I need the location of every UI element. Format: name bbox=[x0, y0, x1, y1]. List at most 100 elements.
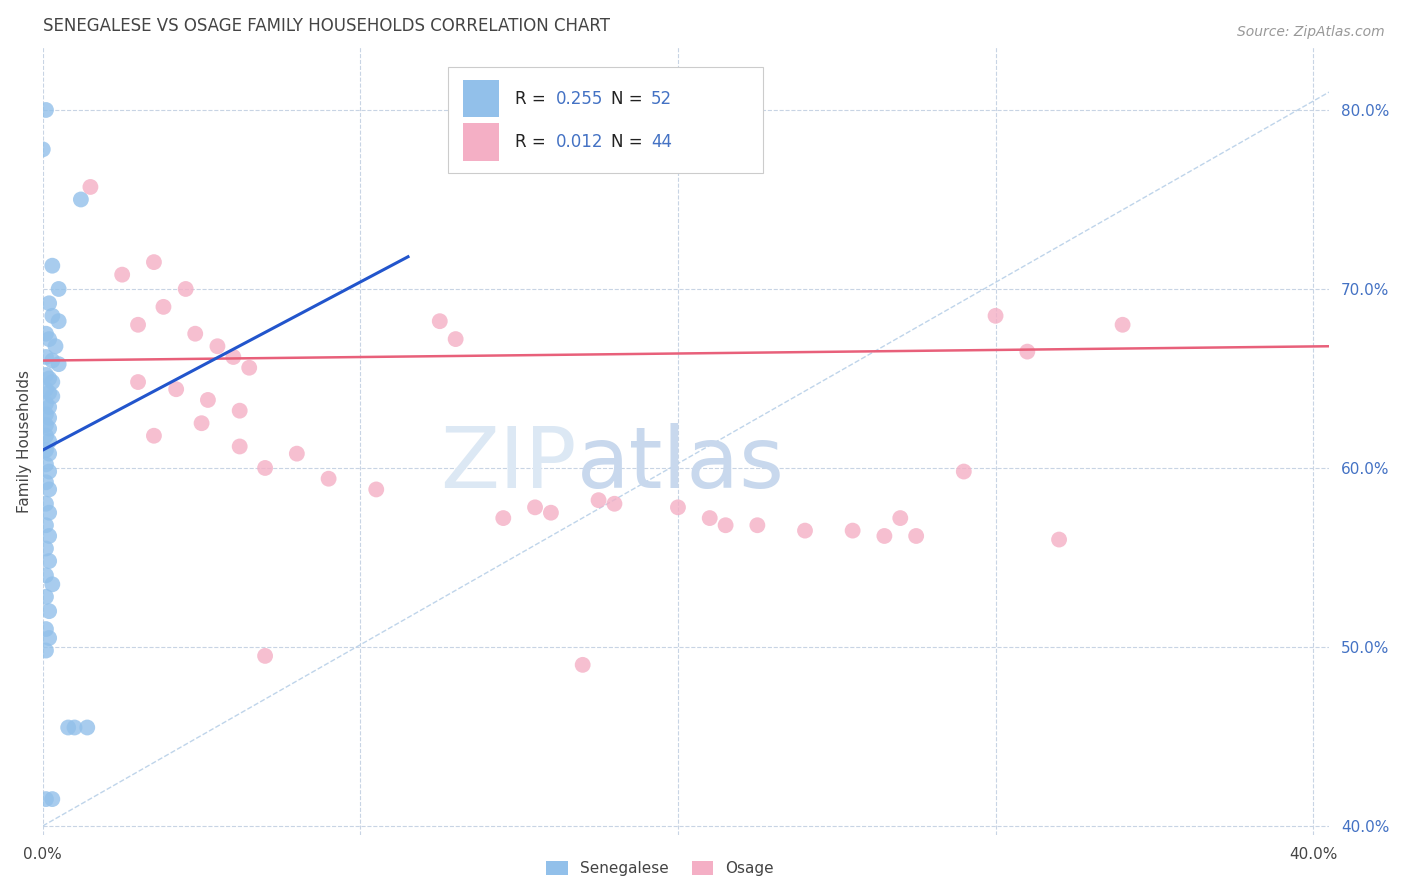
Point bbox=[889, 511, 911, 525]
Y-axis label: Family Households: Family Households bbox=[17, 369, 32, 513]
Point bbox=[228, 403, 250, 417]
Point bbox=[76, 721, 98, 735]
Point bbox=[35, 458, 58, 472]
Point bbox=[1017, 344, 1039, 359]
Point bbox=[35, 417, 58, 432]
Text: R =: R = bbox=[515, 133, 551, 151]
Point bbox=[571, 657, 593, 672]
Point bbox=[41, 309, 63, 323]
Point bbox=[228, 440, 250, 454]
Point bbox=[48, 282, 70, 296]
Point bbox=[184, 326, 207, 341]
Point bbox=[38, 410, 60, 425]
Point bbox=[35, 643, 58, 657]
Point bbox=[127, 318, 149, 332]
Point bbox=[35, 792, 58, 806]
Point bbox=[38, 434, 60, 449]
Legend: Senegalese, Osage: Senegalese, Osage bbox=[540, 855, 780, 882]
Point bbox=[35, 103, 58, 117]
Point bbox=[38, 529, 60, 543]
Point bbox=[142, 255, 165, 269]
Point bbox=[38, 421, 60, 435]
Point bbox=[142, 429, 165, 443]
Text: 44: 44 bbox=[651, 133, 672, 151]
Point bbox=[38, 483, 60, 497]
Point bbox=[48, 314, 70, 328]
Point bbox=[38, 465, 60, 479]
Point bbox=[429, 314, 451, 328]
Point bbox=[222, 350, 245, 364]
Point bbox=[35, 326, 58, 341]
Point bbox=[38, 506, 60, 520]
Point bbox=[127, 375, 149, 389]
Point bbox=[197, 392, 219, 407]
Text: 0.012: 0.012 bbox=[555, 133, 603, 151]
Text: 0.255: 0.255 bbox=[555, 89, 603, 108]
Point bbox=[70, 193, 93, 207]
Point bbox=[444, 332, 467, 346]
Point bbox=[111, 268, 134, 282]
Point bbox=[318, 472, 340, 486]
Point bbox=[44, 339, 66, 353]
Point bbox=[35, 590, 58, 604]
Point bbox=[190, 416, 212, 430]
Point bbox=[35, 568, 58, 582]
Point bbox=[603, 497, 626, 511]
Point bbox=[165, 382, 187, 396]
Point bbox=[38, 554, 60, 568]
Point bbox=[984, 309, 1007, 323]
Point bbox=[747, 518, 769, 533]
Point bbox=[35, 541, 58, 556]
Point bbox=[207, 339, 229, 353]
Point bbox=[35, 382, 58, 396]
Point bbox=[35, 368, 58, 382]
Point bbox=[35, 407, 58, 421]
Point bbox=[1111, 318, 1133, 332]
Point bbox=[38, 296, 60, 310]
Point bbox=[35, 622, 58, 636]
FancyBboxPatch shape bbox=[449, 67, 763, 173]
Point bbox=[952, 465, 974, 479]
Bar bbox=[464, 79, 499, 118]
Bar bbox=[464, 123, 499, 161]
Text: R =: R = bbox=[515, 89, 551, 108]
Point bbox=[41, 353, 63, 368]
Point bbox=[38, 332, 60, 346]
Point bbox=[714, 518, 737, 533]
Point bbox=[41, 577, 63, 591]
Point bbox=[63, 721, 86, 735]
Text: Source: ZipAtlas.com: Source: ZipAtlas.com bbox=[1237, 25, 1385, 39]
Point bbox=[35, 475, 58, 490]
Point bbox=[41, 375, 63, 389]
Point bbox=[873, 529, 896, 543]
Point bbox=[666, 500, 689, 515]
Point bbox=[152, 300, 174, 314]
Point bbox=[699, 511, 721, 525]
Point bbox=[41, 792, 63, 806]
Point bbox=[35, 518, 58, 533]
Point bbox=[254, 461, 277, 475]
Point bbox=[38, 604, 60, 618]
Text: N =: N = bbox=[612, 133, 648, 151]
Text: 52: 52 bbox=[651, 89, 672, 108]
Point bbox=[1047, 533, 1070, 547]
Point bbox=[35, 396, 58, 410]
Point bbox=[794, 524, 817, 538]
Point bbox=[38, 400, 60, 414]
Point bbox=[35, 429, 58, 443]
Point bbox=[492, 511, 515, 525]
Point bbox=[841, 524, 863, 538]
Point bbox=[35, 443, 58, 458]
Text: atlas: atlas bbox=[576, 423, 785, 507]
Point bbox=[79, 180, 101, 194]
Point bbox=[38, 447, 60, 461]
Point bbox=[174, 282, 197, 296]
Text: N =: N = bbox=[612, 89, 648, 108]
Point bbox=[31, 142, 53, 156]
Text: ZIP: ZIP bbox=[440, 423, 576, 507]
Point bbox=[35, 350, 58, 364]
Text: SENEGALESE VS OSAGE FAMILY HOUSEHOLDS CORRELATION CHART: SENEGALESE VS OSAGE FAMILY HOUSEHOLDS CO… bbox=[42, 17, 610, 35]
Point bbox=[238, 360, 260, 375]
Point bbox=[38, 371, 60, 385]
Point bbox=[41, 259, 63, 273]
